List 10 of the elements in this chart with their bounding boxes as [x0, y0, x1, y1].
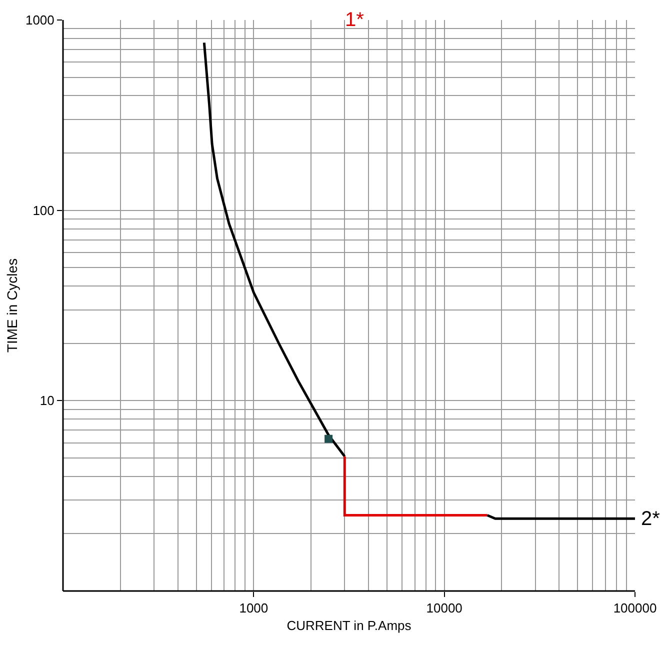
- y-tick-label: 10: [40, 393, 54, 408]
- annotation: 2*: [641, 508, 660, 530]
- y-tick-label: 1000: [25, 12, 54, 28]
- x-tick-label: 100000: [613, 600, 657, 616]
- x-tick-label: 1000: [239, 600, 268, 616]
- x-axis-title: CURRENT in P.Amps: [286, 618, 412, 634]
- x-tick-label: 10000: [426, 600, 462, 616]
- y-tick-label: 100: [32, 202, 54, 218]
- annotation: 1*: [345, 9, 364, 31]
- y-axis-title: TIME in Cycles: [4, 258, 20, 353]
